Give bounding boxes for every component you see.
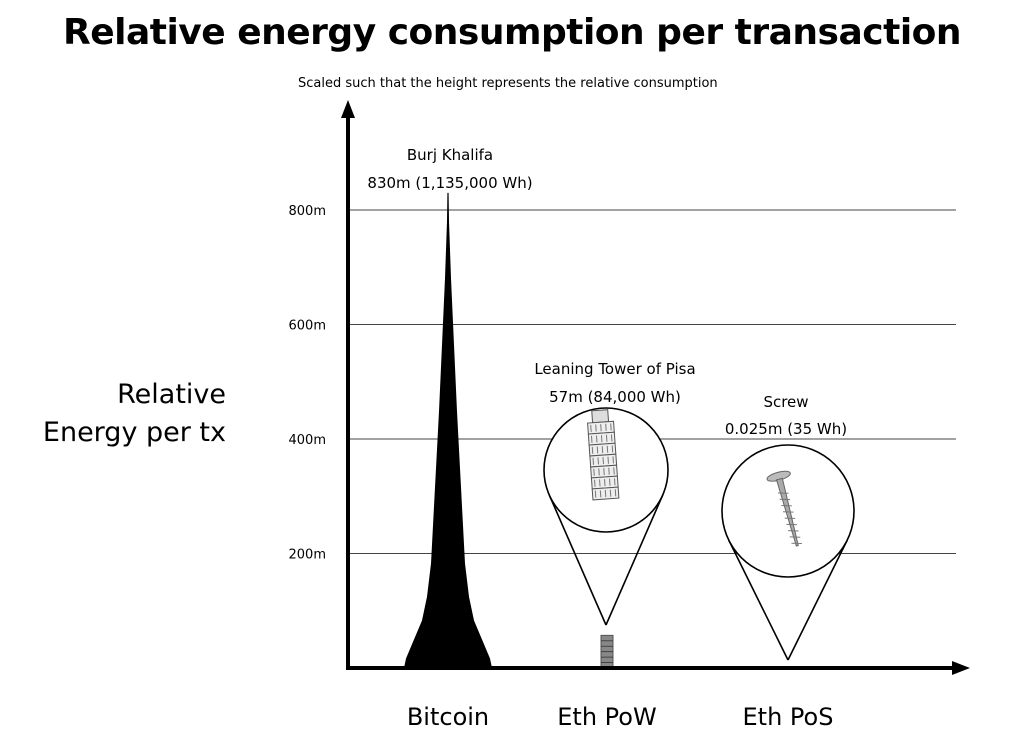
annotation-name: Leaning Tower of Pisa <box>534 360 695 378</box>
y-tick-label: 600m <box>289 319 326 334</box>
annotation-labels: Burj Khalifa 830m (1,135,000 Wh) Leaning T… <box>367 146 847 438</box>
y-tick-label: 200m <box>289 548 326 563</box>
axes <box>341 100 970 675</box>
chart-subtitle: Scaled such that the height represents t… <box>298 76 718 91</box>
bitcoin-bar <box>404 192 492 668</box>
x-axis-arrow <box>952 661 970 675</box>
x-category-labels: Bitcoin Eth PoW Eth PoS <box>407 703 834 731</box>
annotation-detail: 57m (84,000 Wh) <box>549 388 681 406</box>
eth-pow-bar <box>600 634 614 669</box>
annotation-detail: 830m (1,135,000 Wh) <box>367 174 532 192</box>
screw-image <box>766 470 802 547</box>
annotation-name: Burj Khalifa <box>407 146 493 164</box>
x-category-label: Bitcoin <box>407 703 489 731</box>
x-category-label: Eth PoS <box>743 703 834 731</box>
annotation-name: Screw <box>763 393 808 411</box>
pisa-magnifier <box>543 407 669 626</box>
y-axis-label: Relative Energy per tx <box>43 376 226 452</box>
callouts <box>543 407 855 661</box>
y-axis-label-line-2: Energy per tx <box>42 417 226 448</box>
screw-magnifier <box>721 444 855 661</box>
x-category-label: Eth PoW <box>557 703 656 731</box>
y-tick-label: 400m <box>289 433 326 448</box>
pisa-tower-image <box>587 409 620 501</box>
y-tick-labels: 200m 400m 600m 800m <box>289 204 326 563</box>
y-tick-label: 800m <box>289 204 326 219</box>
chart-title: Relative energy consumption per transact… <box>62 12 962 53</box>
annotation-detail: 0.025m (35 Wh) <box>725 420 847 438</box>
y-axis-arrow <box>341 100 355 118</box>
y-axis-label-line-1: Relative <box>117 379 226 410</box>
